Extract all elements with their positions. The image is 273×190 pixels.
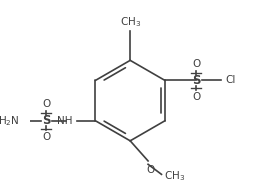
Text: O: O [192,92,200,102]
Text: Cl: Cl [225,75,236,86]
Text: CH$_3$: CH$_3$ [164,170,185,184]
Text: CH$_3$: CH$_3$ [120,15,141,29]
Text: S: S [42,114,51,127]
Text: O: O [42,132,50,142]
Text: O: O [192,59,200,69]
Text: NH: NH [58,116,73,126]
Text: S: S [192,74,201,87]
Text: O: O [146,165,155,175]
Text: O: O [42,99,50,109]
Text: H$_2$N: H$_2$N [0,114,19,128]
